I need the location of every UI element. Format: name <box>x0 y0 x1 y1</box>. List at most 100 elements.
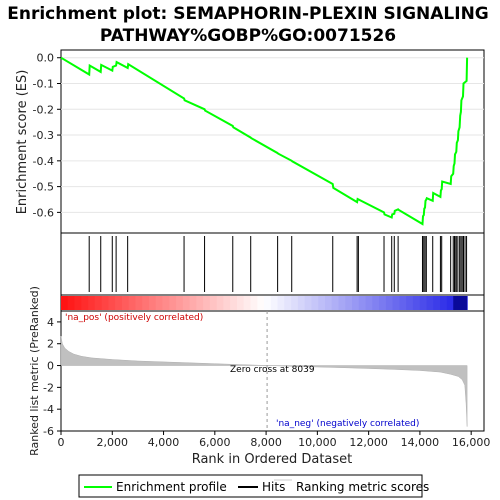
heatmap-cell <box>419 296 428 310</box>
heatmap-cell <box>149 296 157 310</box>
heatmap-cell <box>67 296 76 310</box>
metric-tick-label: -4 <box>43 403 54 416</box>
heatmap-cell <box>311 296 319 310</box>
x-tick-label: 12,000 <box>349 436 388 449</box>
neg-label: 'na_neg' (negatively correlated) <box>276 419 419 429</box>
heatmap-cell <box>277 296 285 310</box>
heatmap-cell <box>264 296 272 310</box>
x-tick-label: 6,000 <box>199 436 231 449</box>
heatmap-cell <box>433 296 441 310</box>
heatmap-cell <box>243 296 252 310</box>
heatmap-cell <box>176 296 184 310</box>
heatmap-cell <box>257 296 265 310</box>
es-axis-label: Enrichment score (ES) <box>15 70 30 215</box>
es-plot <box>60 56 484 226</box>
heatmap-cell <box>74 296 82 310</box>
ranking-metric-plot <box>60 311 468 431</box>
enrichment-profile-line <box>60 56 469 226</box>
heatmap-cell <box>209 296 218 310</box>
heatmap-cell <box>338 296 346 310</box>
heatmap-cell <box>230 296 238 310</box>
heatmap-cell <box>372 296 380 310</box>
x-tick-label: 10,000 <box>298 436 337 449</box>
heatmap-cell <box>169 296 177 310</box>
hit-markers <box>88 236 468 292</box>
heatmap-cell <box>270 296 279 310</box>
heatmap-cell <box>345 296 353 310</box>
heatmap-cell <box>297 296 306 310</box>
zero-cross-label: Zero cross at 8039 <box>230 365 315 375</box>
heatmap-cell <box>88 296 96 310</box>
x-tick-label: 0 <box>58 436 65 449</box>
heatmap-cell <box>189 296 197 310</box>
x-tick-label: 14,000 <box>401 436 440 449</box>
es-tick-label: -0.3 <box>33 129 54 142</box>
heatmap-cell <box>203 296 211 310</box>
heatmap-cell <box>162 296 170 310</box>
heatmap-cell <box>331 296 340 310</box>
legend-label-ranking: Ranking metric scores <box>296 480 429 494</box>
heatmap-cell <box>94 296 103 310</box>
heatmap-cell <box>142 296 150 310</box>
metric-tick-label: 2 <box>47 338 54 351</box>
heatmap-cell <box>223 296 231 310</box>
heatmap-cell <box>101 296 109 310</box>
ranking-metric-area <box>60 336 468 427</box>
axes: 0.0 -0.1 -0.2 -0.3 -0.4 -0.5 -0.6 4 2 0 -2 -4 -6 0 2,0… <box>33 52 491 449</box>
heatmap-cell <box>237 296 245 310</box>
x-tick-label: 8,000 <box>250 436 282 449</box>
heatmap-cell <box>61 296 69 310</box>
metric-axis-label: Ranked list metric (PreRanked) <box>28 286 41 456</box>
legend-label-enrichment: Enrichment profile <box>116 480 227 494</box>
heatmap-cell <box>135 296 143 310</box>
heatmap-cell <box>318 296 326 310</box>
heatmap-cell <box>115 296 123 310</box>
heatmap-cell <box>155 296 164 310</box>
heatmap-cell <box>81 296 89 310</box>
chart-title-line1: Enrichment plot: SEMAPHORIN-PLEXIN SIGNA… <box>7 4 489 24</box>
metric-tick-label: 4 <box>47 316 54 329</box>
heatmap-cell <box>182 296 191 310</box>
es-tick-label: -0.6 <box>33 206 54 219</box>
rank-heatmap <box>61 296 468 310</box>
chart-title-line2: PATHWAY%GOBP%GO:0071526 <box>100 26 396 46</box>
heatmap-cell <box>216 296 225 310</box>
es-panel-frame <box>60 49 485 234</box>
heatmap-cell <box>406 296 414 310</box>
metric-tick-label: -2 <box>43 381 54 394</box>
x-tick-label: 16,000 <box>452 436 491 449</box>
heatmap-cell <box>325 296 333 310</box>
heatmap-cell <box>426 296 434 310</box>
heatmap-cell <box>365 296 373 310</box>
heatmap-cell <box>379 296 387 310</box>
heatmap-cell <box>284 296 292 310</box>
heatmap-cell <box>291 296 299 310</box>
heatmap-cell <box>358 296 367 310</box>
es-tick-label: -0.5 <box>33 181 54 194</box>
metric-panel-frame <box>60 310 485 432</box>
heatmap-cell <box>250 296 258 310</box>
metric-tick-label: -6 <box>43 425 54 438</box>
heatmap-cell <box>446 296 455 310</box>
legend-label-hits: Hits <box>262 480 285 494</box>
heatmap-cell <box>440 296 448 310</box>
es-tick-label: 0.0 <box>37 52 55 65</box>
heatmap-cell <box>412 296 421 310</box>
heatmap-cell <box>352 296 360 310</box>
es-tick-label: -0.1 <box>33 78 54 91</box>
heatmap-cell <box>399 296 407 310</box>
heatmap-cell <box>304 296 312 310</box>
metric-tick-label: 0 <box>47 360 54 373</box>
heatmap-cell <box>385 296 394 310</box>
heatmap-cell <box>453 296 468 310</box>
heatmap-cell <box>196 296 204 310</box>
heatmap-cell <box>121 296 130 310</box>
es-tick-label: -0.4 <box>33 155 54 168</box>
pos-label: 'na_pos' (positively correlated) <box>65 313 203 323</box>
heatmap-cell <box>128 296 137 310</box>
es-tick-label: -0.2 <box>33 103 54 116</box>
heatmap-cell <box>108 296 116 310</box>
x-tick-label: 2,000 <box>97 436 129 449</box>
hits-panel-frame <box>60 232 485 296</box>
